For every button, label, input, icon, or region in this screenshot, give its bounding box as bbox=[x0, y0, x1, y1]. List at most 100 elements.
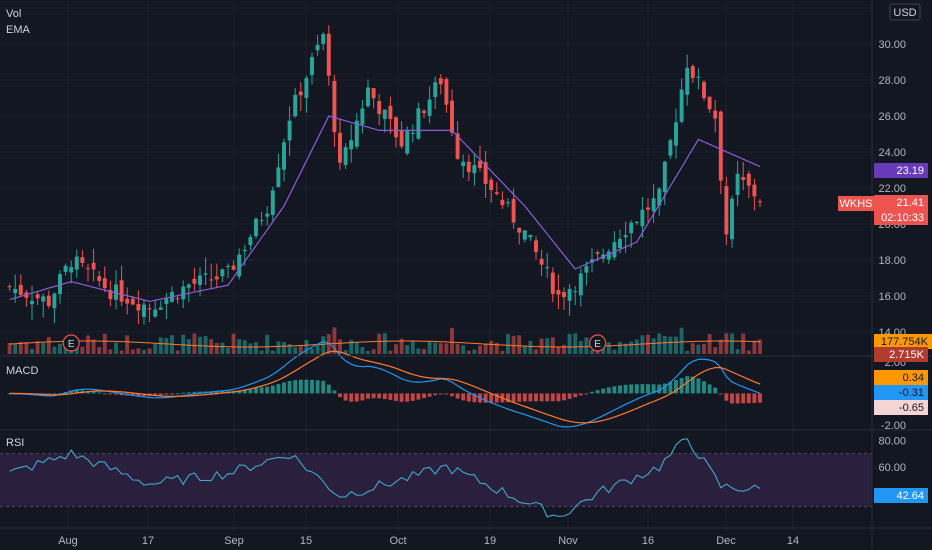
macd-hist-bar bbox=[646, 384, 650, 394]
macd-hist-bar bbox=[181, 392, 186, 394]
volume-bar bbox=[108, 349, 113, 354]
macd-badge-bg bbox=[874, 385, 928, 400]
macd-hist-bar bbox=[489, 393, 494, 403]
macd-hist-bar bbox=[718, 393, 723, 395]
volume-bar bbox=[478, 345, 482, 354]
candle-body bbox=[13, 288, 18, 294]
candle-body bbox=[181, 286, 186, 300]
macd-hist-bar bbox=[690, 376, 695, 394]
macd-hist-bar bbox=[192, 391, 197, 394]
price-tick: 26.00 bbox=[878, 111, 906, 123]
macd-hist-bar bbox=[265, 386, 270, 394]
macd-line bbox=[9, 340, 761, 428]
candle-body bbox=[74, 256, 79, 270]
volume-bar bbox=[511, 335, 516, 354]
macd-hist-bar bbox=[578, 393, 583, 396]
earnings-marker-circle bbox=[588, 334, 607, 352]
candle-body bbox=[522, 230, 527, 240]
macd-hist-bar bbox=[114, 393, 118, 395]
candle-body bbox=[662, 161, 667, 193]
macd-hist-bar bbox=[46, 393, 51, 395]
candle-body bbox=[696, 76, 701, 78]
macd-hist-bar bbox=[685, 376, 690, 394]
volume-bar bbox=[91, 339, 96, 354]
macd-hist-bar bbox=[259, 387, 264, 394]
candle-body bbox=[270, 190, 275, 215]
candle-body bbox=[338, 132, 342, 163]
volume-ma-line bbox=[9, 340, 761, 348]
macd-hist-bar bbox=[758, 393, 762, 403]
candle-body bbox=[153, 309, 158, 317]
currency-badge[interactable]: USD bbox=[889, 3, 921, 21]
candle-body bbox=[500, 199, 505, 206]
macd-hist-bar bbox=[466, 393, 471, 402]
volume-bar bbox=[18, 342, 23, 354]
volume-bar bbox=[405, 345, 410, 354]
candle-body bbox=[517, 227, 522, 233]
candle-body bbox=[578, 273, 583, 296]
volume-bar bbox=[41, 342, 46, 354]
volume-bar bbox=[130, 349, 135, 354]
price-tick: 24.00 bbox=[878, 147, 906, 159]
volume-bar bbox=[231, 333, 236, 354]
volume-bar bbox=[601, 346, 606, 354]
macd-hist-bar bbox=[623, 384, 628, 394]
candles[interactable] bbox=[7, 25, 762, 325]
macd-hist-bar bbox=[304, 379, 309, 394]
candle-body bbox=[562, 292, 566, 298]
volume-bar bbox=[724, 333, 729, 354]
last-price-badge-text: 21.41 bbox=[896, 197, 924, 209]
candle-body bbox=[265, 213, 270, 217]
candle-body bbox=[130, 298, 135, 305]
volume-bar bbox=[450, 327, 454, 354]
price-tick: 16.00 bbox=[878, 291, 906, 303]
volume-badge-bg bbox=[874, 334, 932, 349]
candle-body bbox=[214, 276, 219, 280]
volume-bar bbox=[567, 333, 572, 354]
volume-bar bbox=[629, 341, 634, 354]
macd-hist-bar bbox=[629, 384, 634, 394]
macd-signal-badge: -0.65 bbox=[874, 400, 928, 415]
macd-hist-bar bbox=[343, 393, 348, 401]
earnings-marker-label: E bbox=[594, 339, 601, 350]
volume-bar bbox=[220, 342, 225, 354]
volume-bar bbox=[321, 336, 326, 354]
volume-bar bbox=[203, 336, 208, 354]
volume-bar bbox=[304, 339, 309, 354]
ema-badge-bg bbox=[874, 163, 928, 178]
earnings-marker: E bbox=[588, 334, 607, 352]
volume-bar bbox=[332, 327, 337, 354]
macd-hist-bar bbox=[595, 390, 600, 394]
volume-bar bbox=[410, 341, 415, 354]
macd-hist-bar bbox=[220, 391, 225, 394]
candle-body bbox=[450, 100, 454, 133]
candle-body bbox=[455, 133, 460, 159]
volume-bar bbox=[181, 334, 186, 354]
macd-hist-bar bbox=[522, 393, 527, 402]
candle-body bbox=[298, 91, 303, 96]
earnings-marker-label: E bbox=[68, 339, 75, 350]
macd-hist-bar bbox=[567, 393, 572, 399]
macd-hist-bar bbox=[186, 392, 191, 394]
candle-body bbox=[713, 110, 718, 119]
macd-hist-bar bbox=[735, 393, 740, 404]
volume-bar bbox=[584, 337, 589, 354]
volume-bar bbox=[399, 338, 404, 354]
candle-body bbox=[444, 79, 449, 105]
macd-hist-bar bbox=[153, 393, 158, 396]
candle-body bbox=[651, 198, 656, 212]
volume-badge: 177.754K bbox=[874, 334, 932, 349]
candle-body bbox=[248, 237, 253, 245]
macd-hist-bar bbox=[657, 384, 662, 394]
volume-bar bbox=[489, 340, 494, 354]
candle-body bbox=[58, 274, 62, 295]
candle-body bbox=[175, 298, 180, 300]
candle-body bbox=[741, 177, 746, 180]
candle-body bbox=[142, 304, 146, 317]
volume-bar bbox=[388, 350, 393, 354]
volume-bar bbox=[259, 350, 264, 354]
macd-hist-badge: 0.34 bbox=[874, 370, 928, 385]
volume-bar bbox=[360, 347, 365, 354]
